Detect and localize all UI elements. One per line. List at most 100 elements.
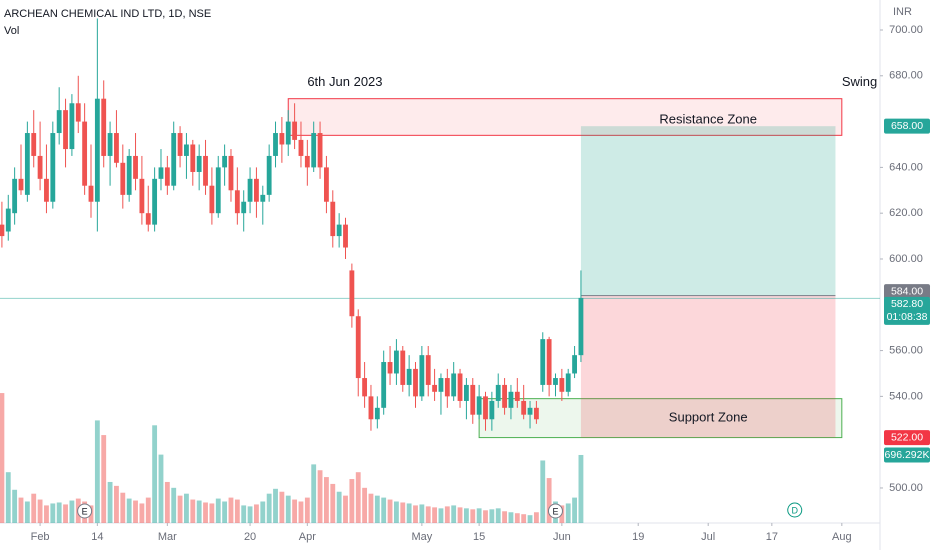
volume-bar — [292, 499, 298, 523]
candle-body — [247, 178, 253, 202]
candle-body — [177, 133, 183, 156]
candle-body — [540, 339, 546, 385]
volume-bar — [18, 497, 24, 523]
volume-bar — [0, 393, 5, 523]
volume-bar — [114, 485, 119, 523]
candle-body — [133, 155, 138, 179]
price-label: 658.00 — [891, 120, 923, 132]
volume-bar — [578, 454, 584, 523]
event-marker — [787, 502, 803, 518]
candle-body — [457, 373, 463, 401]
candle-body — [234, 190, 240, 214]
volume-bar — [432, 507, 438, 523]
volume-bar — [521, 514, 527, 523]
volume-bar — [5, 472, 11, 523]
volume-bar — [254, 504, 259, 523]
volume-bar — [120, 492, 126, 523]
volume-label: 696.292K — [885, 449, 930, 461]
volume-bar — [177, 495, 183, 523]
price-label-box — [884, 284, 930, 300]
volume-bar — [368, 493, 374, 523]
volume-bar — [247, 506, 253, 523]
event-marker — [547, 503, 563, 519]
volume-bar — [44, 505, 49, 523]
candle-body — [349, 270, 355, 317]
volume-bar — [374, 495, 380, 523]
event-label: E — [552, 506, 558, 516]
y-tick-label: 620.00 — [889, 207, 923, 219]
candle-body — [0, 224, 5, 237]
candle-body — [50, 133, 56, 202]
candle-body — [88, 185, 94, 202]
volume-bar — [381, 497, 387, 523]
x-tick-label: Jul — [701, 531, 715, 543]
zone — [287, 98, 843, 136]
candle-body — [222, 155, 228, 168]
volume-bar — [546, 478, 552, 523]
candle-body — [107, 133, 113, 156]
candle-body — [502, 384, 508, 408]
candle-body — [362, 378, 368, 397]
candle-body — [578, 297, 584, 356]
price-label-box — [884, 296, 930, 325]
volume-bar — [56, 502, 62, 523]
volume-bar — [508, 512, 514, 523]
volume-bar — [502, 511, 508, 523]
volume-bar — [406, 503, 412, 523]
candle-body — [438, 378, 444, 392]
volume-bar — [298, 501, 304, 523]
candle-body — [508, 391, 514, 408]
event-marker — [77, 503, 93, 519]
volume-bar — [451, 505, 457, 523]
candle-body — [75, 103, 81, 122]
candle-body — [228, 155, 234, 191]
currency: INR — [893, 6, 912, 18]
volume-bar — [419, 504, 425, 523]
volume-bar — [304, 497, 310, 523]
volume-bar — [349, 479, 355, 523]
volume-bar — [94, 420, 100, 523]
volume-bar — [164, 481, 170, 523]
candle-body — [489, 400, 495, 420]
x-tick-label: Feb — [31, 531, 50, 543]
candle-body — [304, 155, 310, 168]
candle-body — [413, 368, 418, 397]
countdown: 01:08:38 — [887, 311, 928, 323]
volume-bar — [362, 487, 368, 523]
volume-bar — [203, 502, 208, 523]
volume-title: Vol — [4, 25, 19, 37]
volume-bar — [266, 493, 272, 523]
candle-body — [203, 155, 208, 186]
x-tick-label: 20 — [244, 531, 256, 543]
candle-body — [94, 98, 100, 202]
candle-body — [387, 362, 393, 374]
volume-bar — [393, 501, 399, 523]
volume-bar — [222, 501, 228, 523]
volume-bar — [24, 501, 30, 523]
candle-body — [533, 407, 539, 420]
candle-body — [406, 368, 412, 385]
volume-bar — [260, 501, 266, 523]
candle-body — [432, 384, 438, 392]
volume-bar — [400, 502, 406, 523]
candle-body — [553, 378, 558, 385]
candle-body — [196, 155, 202, 172]
candle-body — [184, 144, 189, 156]
candle-body — [444, 378, 450, 397]
volume-bar — [457, 507, 463, 523]
volume-bar — [324, 477, 329, 523]
annotation: Swing — [842, 74, 877, 89]
volume-bar — [133, 500, 138, 523]
price-label: 522.00 — [891, 431, 923, 443]
candle-body — [343, 224, 348, 248]
candle-body — [101, 98, 107, 156]
candle-body — [31, 133, 37, 156]
x-tick-label: 17 — [766, 531, 778, 543]
candle-body — [266, 155, 272, 195]
volume-bar — [514, 513, 520, 523]
candle-body — [18, 178, 24, 191]
chart-title: ARCHEAN CHEMICAL IND LTD, 1D, NSE — [4, 8, 211, 20]
candle-body — [559, 378, 565, 392]
volume-bar — [285, 495, 291, 523]
